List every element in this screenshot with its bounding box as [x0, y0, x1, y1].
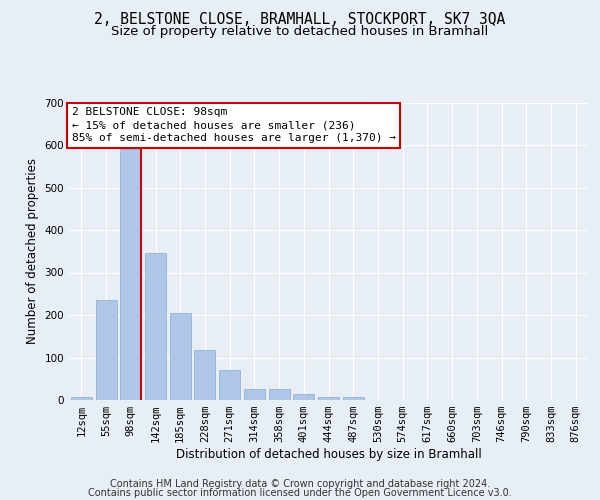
X-axis label: Distribution of detached houses by size in Bramhall: Distribution of detached houses by size … [176, 448, 481, 461]
Bar [293, 394, 314, 400]
Bar [120, 149, 141, 400]
Bar [318, 396, 339, 400]
Bar [343, 398, 364, 400]
Bar [170, 313, 191, 400]
Text: Size of property relative to detached houses in Bramhall: Size of property relative to detached ho… [112, 25, 488, 38]
Text: Contains public sector information licensed under the Open Government Licence v3: Contains public sector information licen… [88, 488, 512, 498]
Bar [219, 370, 240, 400]
Text: 2, BELSTONE CLOSE, BRAMHALL, STOCKPORT, SK7 3QA: 2, BELSTONE CLOSE, BRAMHALL, STOCKPORT, … [94, 12, 506, 28]
Y-axis label: Number of detached properties: Number of detached properties [26, 158, 39, 344]
Bar [269, 390, 290, 400]
Text: 2 BELSTONE CLOSE: 98sqm
← 15% of detached houses are smaller (236)
85% of semi-d: 2 BELSTONE CLOSE: 98sqm ← 15% of detache… [71, 107, 395, 144]
Bar [194, 350, 215, 400]
Bar [244, 388, 265, 400]
Bar [145, 254, 166, 400]
Bar [95, 300, 116, 400]
Bar [71, 397, 92, 400]
Text: Contains HM Land Registry data © Crown copyright and database right 2024.: Contains HM Land Registry data © Crown c… [110, 479, 490, 489]
